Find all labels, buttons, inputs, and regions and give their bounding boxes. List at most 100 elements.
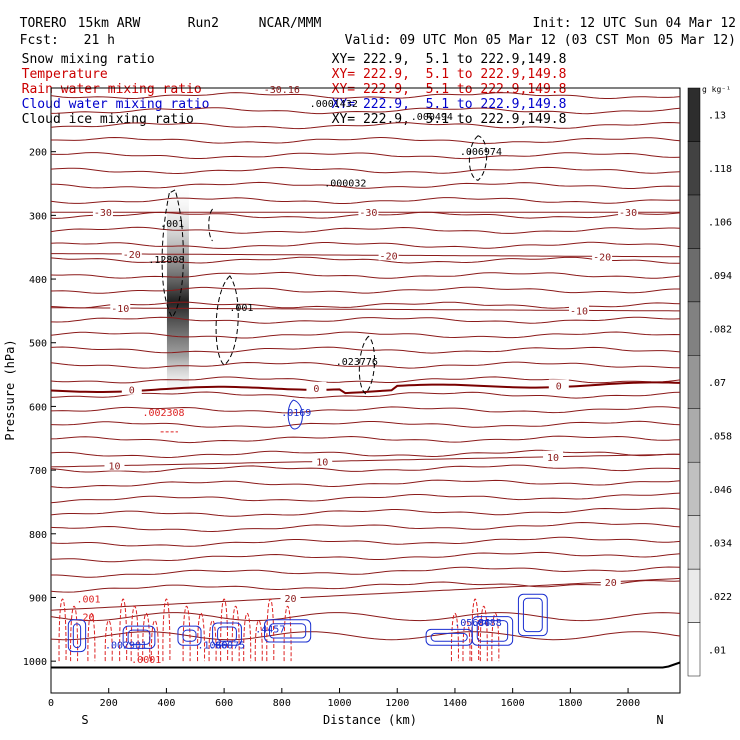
isotherm-label-bg — [312, 455, 333, 467]
x-endpoint-south: S — [81, 713, 88, 727]
maxima-label-cloud_water: .0488 — [472, 618, 502, 629]
rain-cell — [87, 612, 96, 662]
colorbar-cell — [687, 194, 701, 249]
cloud-water-cell-inner — [72, 623, 82, 649]
colorbar-label: .01 — [708, 645, 726, 656]
colorbar-label: .094 — [708, 271, 732, 282]
org-label: NCAR/MMM — [258, 16, 322, 31]
maxima-label-snow: .0001432 — [310, 99, 358, 110]
field-xy: XY= 222.9, 5.1 to 222.9,149.8 — [331, 67, 567, 82]
temperature-contour — [50, 271, 681, 279]
isotherm-label-bg — [548, 379, 569, 391]
isotherm-label: -30 — [359, 208, 377, 219]
isotherm-label: -10 — [570, 306, 588, 317]
field-row-rain: Rain water mixing ratio — [6, 67, 202, 97]
fcst-label: Fcst: — [19, 33, 59, 48]
cloud-water-cell-inner — [182, 629, 197, 642]
field-name: Rain water mixing ratio — [21, 82, 202, 97]
isotherm-label-bg — [121, 383, 142, 395]
y-tick-label: 700 — [29, 466, 47, 477]
maxima-label-cloud_water: .4457 — [255, 625, 285, 636]
maxima-label-rain: .001 — [76, 595, 100, 606]
header-run: Run2 — [172, 1, 219, 31]
x-tick-label: 2000 — [616, 698, 640, 709]
header-model: 15km ARW — [62, 1, 141, 31]
temperature-contour — [50, 492, 681, 504]
temperature-contour — [50, 226, 681, 234]
fcst-hours: 21 h — [83, 33, 115, 48]
maxima-label-cloud_water: .06075 — [209, 640, 245, 651]
snow-contour — [208, 208, 213, 242]
isotherm-10 — [50, 453, 681, 468]
snow-contour — [468, 135, 488, 181]
temperature-contour — [50, 376, 681, 384]
colorbar-cell — [687, 301, 701, 356]
field-xy: XY= 222.9, 5.1 to 222.9,149.8 — [331, 82, 567, 97]
temperature-contour — [50, 256, 681, 264]
colorbar-cell — [687, 141, 701, 196]
temperature-contour — [50, 121, 681, 130]
field-xy-snow: XY= 222.9, 5.1 to 222.9,149.8 — [316, 37, 567, 67]
isotherm-label: 10 — [547, 453, 559, 464]
ground-line — [51, 661, 681, 669]
temperature-contour — [50, 346, 681, 354]
rain-cell — [70, 606, 79, 662]
maxima-label-snow: .000032 — [324, 179, 366, 190]
temperature-contour — [50, 152, 681, 160]
rain-cell — [142, 612, 151, 662]
temperature-contour — [51, 136, 681, 144]
field-xy-temp: XY= 222.9, 5.1 to 222.9,149.8 — [316, 52, 567, 82]
resolution-label: 15km ARW — [77, 16, 141, 31]
snow-contour — [358, 335, 376, 395]
maxima-label-cloud_water: .05686 — [454, 618, 490, 629]
temperature-contour — [50, 464, 681, 473]
run-label: Run2 — [187, 16, 219, 31]
maxima-label-rain: .0001 — [131, 655, 161, 666]
temperature-contour — [50, 435, 681, 444]
maxima-label-cloud_water: .0169 — [281, 408, 311, 419]
cloud-water-cell — [264, 619, 312, 643]
x-tick-label: 0 — [48, 698, 54, 709]
temperature-contour — [50, 536, 681, 547]
temperature-contour — [50, 316, 681, 324]
isotherm-label: -30 — [94, 208, 112, 219]
y-tick-label: 1000 — [23, 657, 47, 668]
maxima-label-rain: .002308 — [142, 408, 184, 419]
colorbar-unit: g kg⁻¹ — [702, 85, 731, 94]
header-fcst: Fcst: — [4, 18, 59, 48]
isotherm-0 — [50, 381, 681, 395]
cloud-water-cell-inner — [476, 620, 509, 642]
isotherm-label-bg — [306, 381, 327, 393]
header-title: TORERO — [4, 1, 67, 31]
cloud-water-cell-inner — [217, 626, 237, 642]
x-tick-label: 1800 — [558, 698, 582, 709]
x-tick-label: 1600 — [501, 698, 525, 709]
valid-time: Valid: 09 UTC Mon 05 Mar 12 (03 CST Mon … — [344, 33, 736, 48]
maxima-label-rain: 20 — [82, 612, 94, 623]
maxima-label-snow: .000494 — [411, 112, 453, 123]
isotherm-label-bg — [104, 459, 125, 471]
field-xy: XY= 222.9, 5.1 to 222.9,149.8 — [331, 112, 567, 127]
y-tick-label: 500 — [29, 339, 47, 350]
cloud-water-cell — [67, 619, 87, 653]
cloud-water-cell-inner — [522, 597, 543, 633]
rain-cell — [162, 598, 171, 662]
isotherm-label-bg — [600, 575, 621, 587]
maxima-label-snow: .006974 — [460, 147, 502, 158]
rain-cell — [231, 606, 240, 662]
x-tick-label: 1400 — [443, 698, 467, 709]
y-tick-label: 600 — [29, 402, 47, 413]
isotherm-20 — [50, 577, 681, 611]
colorbar-label: .13 — [708, 111, 726, 122]
snow-contour — [215, 275, 239, 366]
isotherm-label: 20 — [284, 594, 296, 605]
colorbar-cell — [687, 568, 701, 623]
cloud-water-cell — [122, 625, 156, 649]
isotherm-label: 0 — [313, 384, 319, 395]
maxima-label-snow: .12808 — [148, 255, 184, 266]
x-tick-label: 1200 — [385, 698, 409, 709]
temperature-contour — [50, 479, 681, 489]
x-tick-label: 600 — [215, 698, 233, 709]
isotherm-label: -30 — [619, 208, 637, 219]
cloud-water-cell — [517, 593, 548, 637]
